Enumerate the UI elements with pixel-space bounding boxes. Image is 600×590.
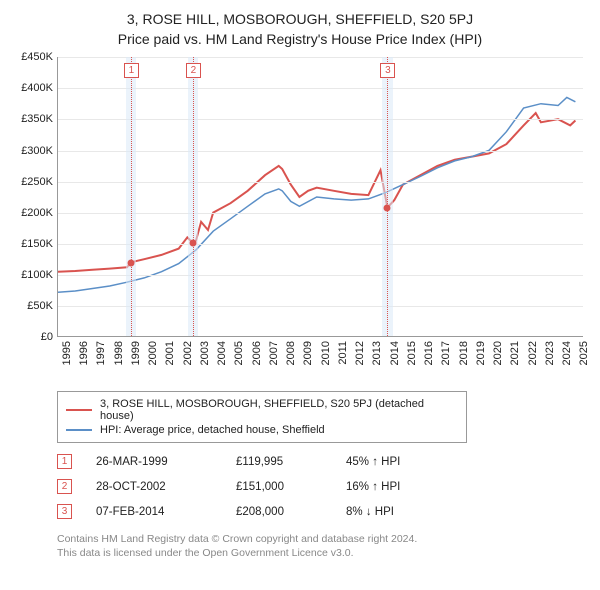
y-tick-label: £300K [21, 145, 53, 157]
gridline [58, 88, 583, 89]
sales-row: 3 07-FEB-2014£208,0008% ↓ HPI [57, 499, 585, 524]
y-tick-label: £350K [21, 113, 53, 125]
gridline [58, 151, 583, 152]
sales-row: 1 26-MAR-1999£119,99545% ↑ HPI [57, 449, 585, 474]
sales-price: £119,995 [236, 456, 346, 468]
chart-area: £0 £50K £100K £150K £200K £250K £300K £350K £400… [15, 57, 585, 387]
x-tick-label: 1995 [61, 341, 73, 365]
gridline [58, 119, 583, 120]
legend-row: 3, ROSE HILL, MOSBOROUGH, SHEFFIELD, S20… [66, 397, 458, 423]
x-tick-label: 1996 [78, 341, 90, 365]
legend-swatch [66, 409, 92, 411]
y-tick-label: £200K [21, 207, 53, 219]
x-tick-label: 2012 [354, 341, 366, 365]
sales-date: 26-MAR-1999 [96, 456, 236, 468]
x-tick-label: 2014 [389, 341, 401, 365]
x-tick-label: 2016 [423, 341, 435, 365]
x-tick-label: 2015 [406, 341, 418, 365]
y-tick-label: £0 [41, 331, 53, 343]
sales-delta: 45% ↑ HPI [346, 456, 446, 468]
gridline [58, 275, 583, 276]
footnote: Contains HM Land Registry data © Crown c… [57, 532, 585, 560]
sale-dot [127, 259, 134, 266]
sales-date: 28-OCT-2002 [96, 481, 236, 493]
title-subtitle: Price paid vs. HM Land Registry's House … [15, 30, 585, 50]
sale-band-line [131, 57, 132, 336]
sale-dot [384, 204, 391, 211]
plot-area: 1 2 3 [57, 57, 583, 337]
sales-marker: 3 [57, 504, 72, 519]
legend: 3, ROSE HILL, MOSBOROUGH, SHEFFIELD, S20… [57, 391, 467, 443]
x-tick-label: 2006 [251, 341, 263, 365]
legend-row: HPI: Average price, detached house, Shef… [66, 423, 458, 437]
sale-marker-box: 3 [380, 63, 395, 78]
gridline [58, 244, 583, 245]
sales-price: £151,000 [236, 481, 346, 493]
sales-marker: 2 [57, 479, 72, 494]
sales-delta: 16% ↑ HPI [346, 481, 446, 493]
sale-marker-box: 1 [124, 63, 139, 78]
x-tick-label: 2010 [320, 341, 332, 365]
x-tick-label: 2003 [199, 341, 211, 365]
x-tick-label: 1999 [130, 341, 142, 365]
x-tick-label: 2000 [147, 341, 159, 365]
chart-container: 3, ROSE HILL, MOSBOROUGH, SHEFFIELD, S20… [0, 0, 600, 573]
title-address: 3, ROSE HILL, MOSBOROUGH, SHEFFIELD, S20… [15, 10, 585, 30]
y-tick-label: £100K [21, 269, 53, 281]
sales-delta: 8% ↓ HPI [346, 506, 446, 518]
x-tick-label: 2001 [164, 341, 176, 365]
sale-dot [189, 240, 196, 247]
sales-row: 2 28-OCT-2002£151,00016% ↑ HPI [57, 474, 585, 499]
x-tick-label: 2018 [458, 341, 470, 365]
title-block: 3, ROSE HILL, MOSBOROUGH, SHEFFIELD, S20… [15, 10, 585, 49]
y-tick-label: £50K [27, 300, 53, 312]
sales-price: £208,000 [236, 506, 346, 518]
sale-band-line [387, 57, 388, 336]
sales-table: 1 26-MAR-1999£119,99545% ↑ HPI 2 28-OCT-200… [57, 449, 585, 524]
x-tick-label: 2020 [492, 341, 504, 365]
x-tick-label: 2004 [216, 341, 228, 365]
gridline [58, 57, 583, 58]
y-tick-label: £400K [21, 82, 53, 94]
sales-marker: 1 [57, 454, 72, 469]
y-tick-label: £150K [21, 238, 53, 250]
x-tick-label: 2008 [285, 341, 297, 365]
sale-band-line [193, 57, 194, 336]
x-tick-label: 2021 [509, 341, 521, 365]
line-paths [58, 57, 584, 337]
y-tick-label: £450K [21, 51, 53, 63]
legend-label: 3, ROSE HILL, MOSBOROUGH, SHEFFIELD, S20… [100, 398, 458, 422]
x-tick-label: 2025 [578, 341, 590, 365]
x-tick-label: 2022 [527, 341, 539, 365]
sales-date: 07-FEB-2014 [96, 506, 236, 518]
x-axis: 1995 1996 1997 1998 1999 2000 2001 2002 2003 2004… [57, 339, 583, 387]
x-tick-label: 2023 [544, 341, 556, 365]
x-tick-label: 2011 [337, 341, 349, 365]
x-tick-label: 1997 [95, 341, 107, 365]
x-tick-label: 2024 [561, 341, 573, 365]
y-tick-label: £250K [21, 176, 53, 188]
x-tick-label: 2009 [302, 341, 314, 365]
gridline [58, 306, 583, 307]
x-tick-label: 2002 [182, 341, 194, 365]
x-tick-label: 2013 [371, 341, 383, 365]
legend-label: HPI: Average price, detached house, Shef… [100, 424, 325, 436]
gridline [58, 182, 583, 183]
x-tick-label: 2007 [268, 341, 280, 365]
footnote-line2: This data is licensed under the Open Gov… [57, 546, 585, 560]
gridline [58, 213, 583, 214]
x-tick-label: 2019 [475, 341, 487, 365]
x-tick-label: 2005 [233, 341, 245, 365]
footnote-line1: Contains HM Land Registry data © Crown c… [57, 532, 585, 546]
y-axis: £0£50K£100K£150K£200K£250K£300K£350K£400… [15, 57, 57, 337]
sale-marker-box: 2 [186, 63, 201, 78]
x-tick-label: 2017 [440, 341, 452, 365]
x-tick-label: 1998 [113, 341, 125, 365]
legend-swatch [66, 429, 92, 431]
